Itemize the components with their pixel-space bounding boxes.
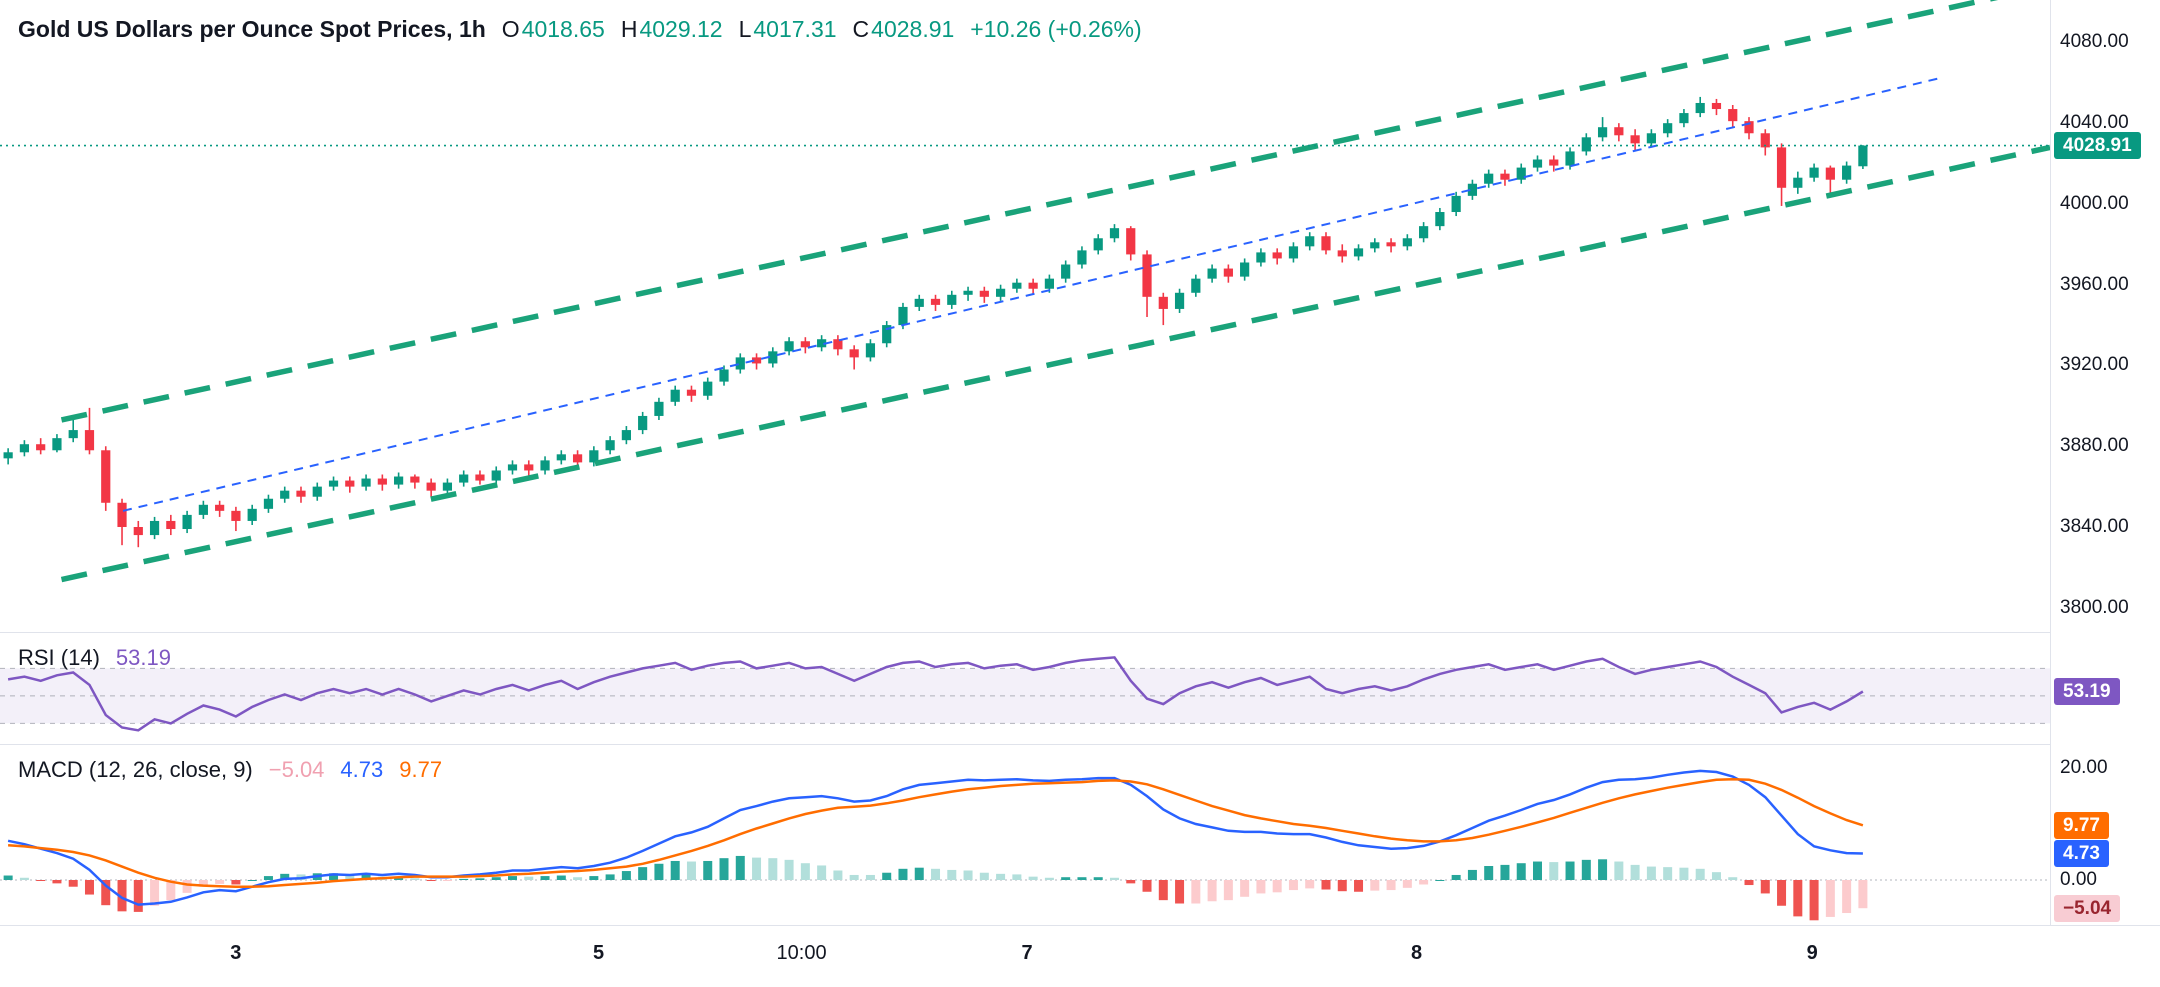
main-chart[interactable] <box>0 0 2050 925</box>
channel-lower <box>60 144 2050 583</box>
close-label: C <box>852 16 870 42</box>
price-axis[interactable]: 4080.00 4040.00 4000.00 3960.00 3920.00 3880.… <box>2050 0 2160 925</box>
price-tick-label: 3920.00 <box>2060 354 2129 376</box>
time-tick-label: 5 <box>593 942 605 964</box>
macd-value-badge: −5.04 <box>2054 894 2121 922</box>
macd-label: MACD (12, 26, close, 9) <box>18 757 253 782</box>
low-value: 4017.31 <box>753 16 837 42</box>
panel-separator <box>0 632 2160 633</box>
ohlc-high: H4029.12 <box>621 16 723 43</box>
time-tick-label: 7 <box>1021 942 1033 964</box>
open-label: O <box>501 16 520 42</box>
price-tick-label: 3840.00 <box>2060 516 2129 537</box>
last-price-badge: 4028.91 <box>2054 132 2141 160</box>
trendline-mid <box>122 77 1938 512</box>
rsi-levels <box>0 667 2050 724</box>
macd-histogram <box>3 855 1868 921</box>
rsi-value: 53.19 <box>115 645 171 670</box>
macd-value-badge: 9.77 <box>2054 811 2109 839</box>
rsi-value-badge: 53.19 <box>2054 678 2120 706</box>
macd-tick-label: 0.00 <box>2060 869 2097 890</box>
macd-tick-label: 20.00 <box>2060 757 2108 779</box>
rsi-legend[interactable]: RSI (14) 53.19 <box>18 645 171 671</box>
macd-signal-value: 9.77 <box>399 757 443 782</box>
macd-line <box>7 769 1863 906</box>
price-tick-label: 4080.00 <box>2060 31 2129 53</box>
price-tick-label: 3880.00 <box>2060 435 2129 457</box>
candlestick-series <box>3 96 1868 548</box>
close-value: 4028.91 <box>871 16 955 42</box>
channel-upper <box>60 0 1999 423</box>
time-tick-label: 10:00 <box>776 942 827 964</box>
price-tick-label: 4000.00 <box>2060 192 2129 214</box>
macd-legend[interactable]: MACD (12, 26, close, 9) −5.04 4.73 9.77 <box>18 757 442 783</box>
time-tick-label: 8 <box>1410 942 1423 964</box>
open-value: 4018.65 <box>521 16 605 42</box>
macd-hist-value: −5.04 <box>268 757 325 782</box>
macd-signal-line <box>8 778 1864 888</box>
ohlc-open: O4018.65 <box>502 16 605 43</box>
panel-separator <box>0 744 2160 745</box>
price-tick-label: 3800.00 <box>2060 596 2129 618</box>
ohlc-close: C4028.91 <box>853 16 955 43</box>
time-tick-label: 3 <box>230 942 242 964</box>
change-value: +10.26 (+0.26%) <box>970 16 1142 42</box>
rsi-label: RSI (14) <box>18 645 100 670</box>
high-label: H <box>620 16 638 42</box>
macd-line-value: 4.73 <box>340 757 384 782</box>
macd-value-badge: 4.73 <box>2054 840 2109 868</box>
ohlc-low: L4017.31 <box>739 16 837 43</box>
low-label: L <box>738 16 752 42</box>
time-tick-label: 9 <box>1806 942 1818 964</box>
rsi-line <box>7 656 1864 732</box>
price-tick-label: 3960.00 <box>2060 273 2129 295</box>
price-tick-label: 4040.00 <box>2060 112 2129 134</box>
chart-legend[interactable]: Gold US Dollars per Ounce Spot Prices, 1… <box>18 16 1142 43</box>
time-axis[interactable]: 3 5 10:00 7 8 9 <box>0 925 2160 987</box>
symbol-title: Gold US Dollars per Ounce Spot Prices, 1… <box>18 16 486 42</box>
high-value: 4029.12 <box>639 16 723 42</box>
